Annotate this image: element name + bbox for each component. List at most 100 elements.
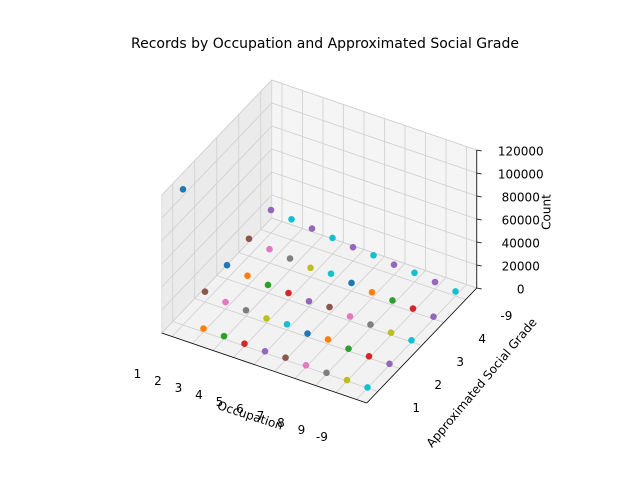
point	[266, 245, 273, 253]
point	[370, 252, 377, 259]
point	[324, 336, 332, 343]
x-tick-label: 9	[298, 423, 306, 437]
x-tick-label: 3	[175, 381, 183, 395]
point	[326, 303, 333, 311]
x-axis-label: Occupation	[216, 398, 285, 432]
x-tick-label: 4	[195, 388, 203, 402]
point	[349, 243, 357, 251]
point	[261, 347, 269, 355]
grid-line	[161, 148, 273, 265]
point	[222, 298, 229, 306]
z-tick-label: 20000	[502, 260, 540, 274]
point	[307, 264, 314, 272]
point	[365, 352, 373, 360]
x-tick-label: 8	[277, 416, 285, 430]
grid-line	[271, 148, 477, 220]
point	[323, 369, 330, 377]
point	[304, 330, 311, 337]
grid-line	[271, 79, 477, 151]
point	[200, 325, 207, 332]
z-tick-label: 100000	[498, 168, 544, 182]
z-tick	[476, 264, 482, 267]
x-tick-label: -9	[316, 430, 328, 444]
point	[346, 313, 354, 320]
y-tick-label: -9	[500, 309, 512, 323]
point	[329, 234, 336, 242]
x-axis-line	[161, 332, 367, 404]
point	[242, 306, 250, 314]
point	[409, 305, 417, 312]
z-tick-label: 0	[517, 283, 525, 297]
grid-line	[271, 194, 477, 266]
y-tick-label: 2	[434, 378, 442, 392]
grid-line	[161, 171, 273, 288]
chart-title: Records by Occupation and Approximated S…	[131, 36, 519, 52]
point	[288, 216, 295, 223]
y-tick-label: 3	[456, 355, 464, 369]
point	[267, 206, 275, 214]
grid-line	[271, 102, 477, 174]
point	[452, 288, 459, 295]
point	[305, 297, 313, 305]
point	[308, 225, 316, 232]
point	[223, 261, 231, 269]
point	[386, 360, 393, 368]
x-tick-label: 5	[216, 395, 224, 409]
grid-line	[260, 229, 466, 300]
grid-line	[161, 79, 273, 196]
z-tick-label: 120000	[498, 145, 544, 159]
z-tick	[476, 287, 482, 290]
grid-line	[194, 298, 400, 369]
x-tick-label: 2	[154, 374, 162, 388]
point	[286, 255, 294, 262]
y-tick-label: 1	[412, 401, 420, 415]
point	[390, 261, 398, 268]
point	[244, 272, 251, 279]
point	[201, 288, 209, 295]
grid-line	[161, 194, 273, 311]
point	[245, 235, 253, 243]
grid-line	[271, 171, 477, 243]
z-axis-label: Count	[540, 194, 554, 230]
point	[345, 345, 352, 353]
grid-line	[172, 321, 378, 392]
y-axis-line	[366, 287, 478, 404]
z-tick-label: 80000	[502, 191, 540, 205]
z-tick	[476, 149, 482, 152]
point	[343, 376, 351, 384]
point	[263, 315, 270, 322]
grid-line	[161, 102, 273, 219]
point	[327, 270, 335, 277]
x-tick-label: 1	[134, 367, 142, 381]
grid-line	[161, 217, 273, 334]
y-tick-label: 4	[478, 332, 486, 346]
point	[364, 384, 371, 391]
z-tick-label: 40000	[502, 237, 540, 251]
z-tick	[476, 172, 482, 175]
grid-line	[216, 275, 422, 346]
x-tick-label: 6	[236, 402, 244, 416]
point	[302, 361, 310, 369]
point	[283, 320, 291, 328]
point	[387, 329, 395, 337]
z-tick	[476, 195, 482, 198]
point	[430, 313, 437, 321]
grid-line	[271, 125, 477, 197]
point	[389, 297, 396, 304]
grid-line	[238, 252, 444, 323]
point	[179, 186, 187, 193]
point	[367, 321, 374, 328]
point	[241, 340, 248, 348]
z-tick	[476, 241, 482, 244]
point	[264, 281, 272, 289]
point	[411, 269, 418, 277]
x-tick-label: 7	[257, 409, 265, 423]
point	[285, 289, 292, 297]
point	[368, 288, 376, 296]
point	[408, 336, 415, 344]
point	[348, 279, 355, 287]
grid-line	[161, 125, 273, 242]
point	[282, 354, 289, 362]
point	[220, 332, 228, 340]
